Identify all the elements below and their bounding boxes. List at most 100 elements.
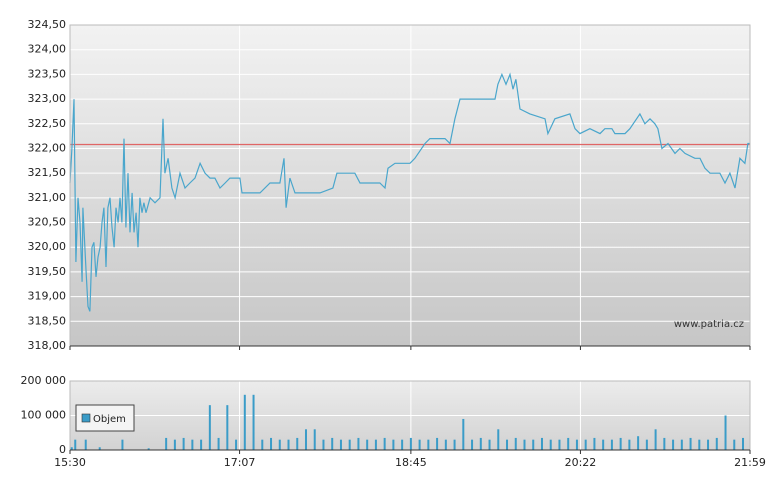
volume-bar — [654, 429, 657, 450]
volume-bar — [663, 437, 666, 450]
volume-bar — [462, 418, 465, 450]
volume-bar — [74, 439, 77, 450]
volume-bar — [689, 437, 692, 450]
volume-bar — [84, 439, 87, 450]
volume-bar — [278, 439, 281, 450]
volume-bar — [637, 436, 640, 450]
y-tick-label: 323,00 — [28, 92, 67, 105]
volume-bar — [602, 439, 605, 450]
volume-bar — [383, 437, 386, 450]
y-tick-label: 319,50 — [28, 265, 67, 278]
volume-bar — [628, 439, 631, 450]
volume-bar — [296, 437, 299, 450]
volume-bar — [348, 439, 351, 450]
volume-bar — [523, 439, 526, 450]
y-tick-label: 324,50 — [28, 18, 67, 31]
x-tick-label: 18:45 — [395, 456, 427, 469]
volume-bar — [680, 439, 683, 450]
volume-bar — [339, 439, 342, 450]
y-tick-label: 200 000 — [21, 374, 67, 387]
volume-bar — [287, 439, 290, 450]
volume-bar — [304, 429, 307, 450]
volume-bar — [418, 439, 421, 450]
volume-bar — [593, 437, 596, 450]
volume-bar — [742, 437, 745, 450]
y-tick-label: 100 000 — [21, 409, 67, 422]
volume-bar — [540, 437, 543, 450]
y-tick-label: 0 — [59, 443, 66, 456]
volume-bar — [217, 437, 220, 450]
volume-bar — [715, 437, 718, 450]
plot-area — [70, 25, 750, 346]
y-tick-label: 321,00 — [28, 191, 67, 204]
x-tick-label: 21:59 — [734, 456, 766, 469]
volume-bar — [436, 437, 439, 450]
volume-bar — [444, 439, 447, 450]
volume-bar — [366, 439, 369, 450]
volume-bar — [392, 439, 395, 450]
x-tick-label: 20:22 — [565, 456, 597, 469]
volume-bar — [331, 437, 334, 450]
volume-bar — [532, 439, 535, 450]
volume-bar — [261, 439, 264, 450]
legend-label: Objem — [93, 414, 126, 425]
volume-bar — [374, 439, 377, 450]
volume-bar — [322, 439, 325, 450]
price-line — [69, 72, 750, 312]
volume-bar — [121, 439, 124, 450]
volume-bar — [698, 439, 701, 450]
volume-bar — [427, 439, 430, 450]
volume-bar — [252, 394, 255, 450]
volume-bar — [147, 448, 150, 450]
volume-bar — [575, 439, 578, 450]
volume-bar — [707, 439, 710, 450]
y-tick-label: 318,00 — [28, 339, 67, 352]
volume-bar — [610, 439, 613, 450]
volume-bar — [497, 429, 500, 450]
volume-bar — [173, 439, 176, 450]
volume-bar — [672, 439, 675, 450]
volume-bar — [191, 439, 194, 450]
volume-bar — [471, 439, 474, 450]
y-tick-label: 320,00 — [28, 240, 67, 253]
volume-bar — [98, 447, 101, 450]
volume-bar — [733, 439, 736, 450]
volume-bar — [724, 415, 727, 450]
volume-bar — [549, 439, 552, 450]
volume-bar — [182, 437, 185, 450]
y-tick-label: 319,00 — [28, 290, 67, 303]
volume-bar — [243, 394, 246, 450]
volume-bar — [226, 405, 229, 450]
y-tick-label: 322,00 — [28, 141, 67, 154]
volume-bar — [558, 439, 561, 450]
volume-bar — [165, 437, 168, 450]
y-tick-label: 324,00 — [28, 43, 67, 56]
volume-bar — [645, 439, 648, 450]
volume-bar — [514, 437, 517, 450]
volume-bar — [313, 429, 316, 450]
watermark: www.patria.cz — [674, 319, 744, 330]
y-tick-label: 323,50 — [28, 67, 67, 80]
x-tick-label: 15:30 — [54, 456, 86, 469]
y-tick-label: 322,50 — [28, 117, 67, 130]
volume-bar — [488, 439, 491, 450]
volume-bar — [479, 437, 482, 450]
volume-bar — [270, 437, 273, 450]
legend-swatch — [81, 413, 91, 423]
y-tick-label: 320,50 — [28, 216, 67, 229]
volume-bar — [357, 437, 360, 450]
y-tick-label: 321,50 — [28, 166, 67, 179]
volume-bar — [619, 437, 622, 450]
volume-bar — [208, 405, 211, 450]
volume-bar — [409, 437, 412, 450]
volume-bar — [506, 439, 509, 450]
y-tick-label: 318,50 — [28, 314, 67, 327]
volume-bar — [567, 437, 570, 450]
volume-bar — [584, 439, 587, 450]
volume-bar — [235, 439, 238, 450]
volume-bar — [401, 439, 404, 450]
volume-bar — [200, 439, 203, 450]
x-tick-label: 17:07 — [224, 456, 256, 469]
volume-bar — [70, 447, 73, 450]
